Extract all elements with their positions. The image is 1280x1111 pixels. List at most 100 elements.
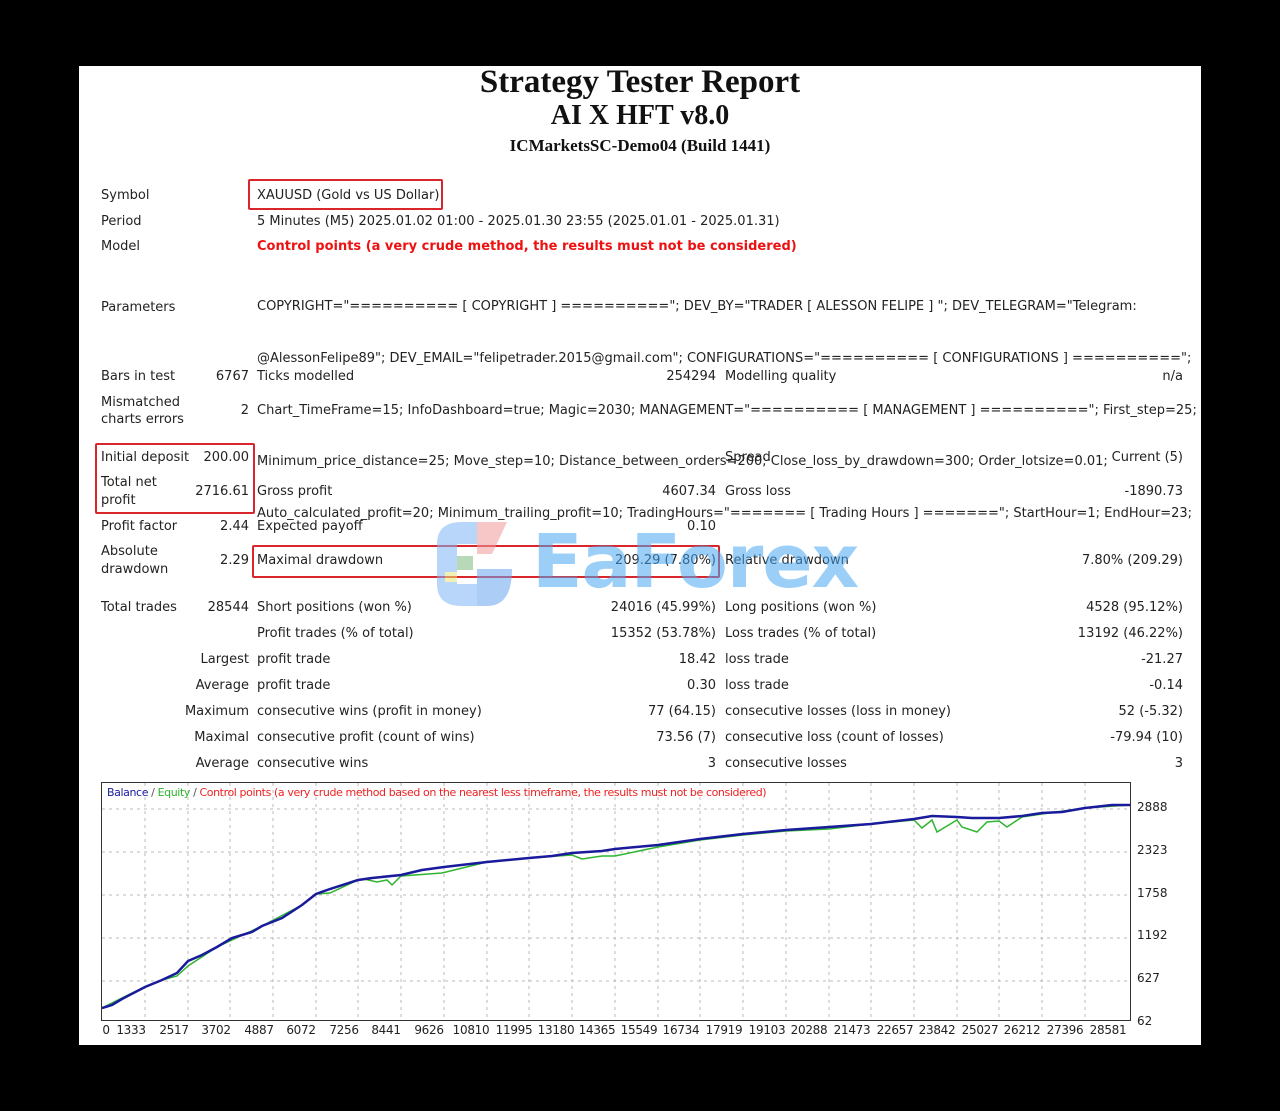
x-tick: 8441 — [371, 1023, 401, 1037]
max-cons-losses-label: consecutive losses (loss in money) — [725, 704, 951, 719]
net-profit-label-2: profit — [101, 493, 136, 508]
initial-deposit-label: Initial deposit — [101, 450, 190, 465]
average-label: Average — [195, 678, 249, 693]
x-tick: 19103 — [748, 1023, 786, 1037]
avg-label: Average — [195, 756, 249, 771]
profit-trades-value: 15352 (53.78%) — [610, 626, 716, 641]
maximal-cons-loss-label: consecutive loss (count of losses) — [725, 730, 944, 745]
report-title: Strategy Tester Report — [479, 64, 801, 100]
deposit-profit-highlight-box — [95, 443, 255, 514]
y-tick: 62 — [1137, 1014, 1153, 1028]
x-tick: 14365 — [578, 1023, 616, 1037]
short-value: 24016 (45.99%) — [610, 600, 716, 615]
x-tick: 21473 — [833, 1023, 871, 1037]
balance-line — [102, 803, 1130, 1010]
x-tick: 26212 — [1003, 1023, 1041, 1037]
gross-profit-value: 4607.34 — [662, 484, 716, 499]
x-tick: 22657 — [876, 1023, 914, 1037]
profit-factor-label: Profit factor — [101, 519, 178, 534]
parameters-label: Parameters — [101, 300, 176, 315]
ticks-label: Ticks modelled — [257, 369, 355, 384]
gross-loss-label: Gross loss — [725, 484, 791, 499]
x-tick: 10810 — [452, 1023, 490, 1037]
parameters-value: COPYRIGHT="========== [ COPYRIGHT ] ====… — [257, 264, 1197, 556]
short-label: Short positions (won %) — [257, 600, 412, 615]
net-profit-value: 2716.61 — [195, 484, 249, 499]
y-tick: 627 — [1137, 971, 1160, 985]
max-cons-losses-value: 52 (-5.32) — [1118, 704, 1183, 719]
legend-separator: / — [189, 786, 200, 799]
total-trades-value: 28544 — [207, 600, 249, 615]
maximal-cons-profit-label: consecutive profit (count of wins) — [257, 730, 475, 745]
symbol-value: XAUUSD (Gold vs US Dollar) — [257, 188, 440, 203]
rel-dd-value: 7.80% (209.29) — [1081, 553, 1183, 568]
y-tick: 2888 — [1137, 800, 1168, 814]
period-label: Period — [101, 214, 142, 229]
server-build: ICMarketsSC-Demo04 (Build 1441) — [509, 136, 771, 155]
abs-dd-label-1: Absolute — [101, 544, 158, 559]
x-tick: 7256 — [329, 1023, 359, 1037]
largest-profit-label: profit trade — [257, 652, 331, 667]
gross-profit-label: Gross profit — [257, 484, 333, 499]
chart-plot — [102, 783, 1130, 1020]
y-tick: 2323 — [1137, 843, 1168, 857]
initial-deposit-value: 200.00 — [203, 450, 250, 465]
modelling-label: Modelling quality — [725, 369, 837, 384]
x-tick: 3702 — [201, 1023, 231, 1037]
x-tick: 9626 — [414, 1023, 444, 1037]
param-line: Auto_calculated_profit=20; Minimum_trail… — [257, 505, 1193, 521]
profit-factor-value: 2.44 — [220, 519, 249, 534]
rel-dd-label: Relative drawdown — [725, 553, 849, 568]
x-tick: 28581 — [1089, 1023, 1127, 1037]
ticks-value: 254294 — [666, 369, 716, 384]
x-tick: 27396 — [1046, 1023, 1084, 1037]
x-tick: 4887 — [244, 1023, 274, 1037]
symbol-highlight-box — [248, 179, 443, 210]
max-dd-highlight-box — [252, 545, 720, 578]
period-value: 5 Minutes (M5) 2025.01.02 01:00 - 2025.0… — [257, 214, 780, 229]
x-tick: 25027 — [961, 1023, 999, 1037]
abs-dd-value: 2.29 — [220, 553, 249, 568]
x-tick: 6072 — [286, 1023, 316, 1037]
legend-equity: Equity — [157, 786, 191, 799]
balance-chart: Balance / Equity / Control points (a ver… — [101, 782, 1131, 1021]
x-tick: 0 — [102, 1023, 110, 1037]
maximum-label: Maximum — [184, 704, 249, 719]
largest-profit-value: 18.42 — [678, 652, 716, 667]
largest-label: Largest — [200, 652, 249, 667]
expert-name: AI X HFT v8.0 — [550, 100, 730, 131]
avg-cons-wins-value: 3 — [707, 756, 716, 771]
avg-cons-losses-value: 3 — [1174, 756, 1183, 771]
x-tick: 13180 — [537, 1023, 575, 1037]
equity-line — [102, 804, 1130, 1009]
max-cons-wins-value: 77 (64.15) — [647, 704, 716, 719]
param-line: @AlessonFelipe89"; DEV_EMAIL="felipetrad… — [257, 351, 1192, 367]
mismatched-label-2: charts errors — [101, 412, 184, 427]
model-value: Control points (a very crude method, the… — [257, 239, 797, 254]
loss-trades-label: Loss trades (% of total) — [725, 626, 877, 641]
maximal-cons-profit-value: 73.56 (7) — [656, 730, 716, 745]
x-tick: 15549 — [620, 1023, 658, 1037]
spread-value: Current (5) — [1111, 450, 1183, 465]
max-cons-wins-label: consecutive wins (profit in money) — [257, 704, 482, 719]
abs-dd-label-2: drawdown — [101, 562, 169, 577]
avg-cons-wins-label: consecutive wins — [257, 756, 369, 771]
spread-label: Spread — [725, 450, 771, 465]
x-tick: 17919 — [705, 1023, 743, 1037]
bars-value: 6767 — [215, 369, 249, 384]
average-loss-label: loss trade — [725, 678, 789, 693]
average-loss-value: -0.14 — [1149, 678, 1183, 693]
avg-cons-losses-label: consecutive losses — [725, 756, 847, 771]
legend-separator: / — [148, 786, 158, 799]
modelling-value: n/a — [1162, 369, 1183, 384]
average-profit-label: profit trade — [257, 678, 331, 693]
mismatched-value: 2 — [240, 403, 249, 418]
param-line: Chart_TimeFrame=15; InfoDashboard=true; … — [257, 402, 1197, 418]
expected-payoff-label: Expected payoff — [257, 519, 363, 534]
symbol-label: Symbol — [101, 188, 150, 203]
legend-balance: Balance — [107, 786, 149, 799]
max-dd-label: Maximal drawdown — [257, 553, 384, 568]
x-tick: 16734 — [662, 1023, 700, 1037]
largest-loss-label: loss trade — [725, 652, 789, 667]
bars-label: Bars in test — [101, 369, 176, 384]
